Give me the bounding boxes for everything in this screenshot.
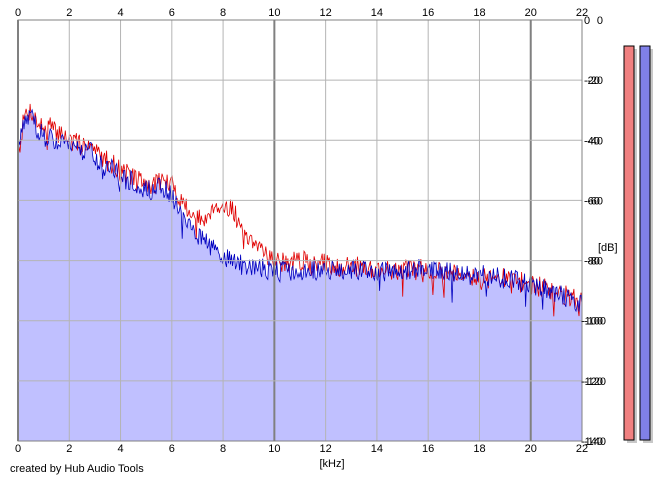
y-tick-label-meter: -100 bbox=[581, 316, 603, 328]
y-tick-label-meter: -60 bbox=[587, 195, 603, 207]
y-tick-label-right: 0 bbox=[584, 15, 590, 27]
level-meter-2 bbox=[639, 45, 651, 441]
x-tick-label-bottom: 18 bbox=[473, 443, 485, 455]
x-tick-label-bottom: 22 bbox=[576, 443, 588, 455]
x-tick-label-top: 22 bbox=[576, 7, 588, 19]
y-tick-labels-right: 0 -20 -40 -60 -80 -100 -120 -140 bbox=[584, 15, 606, 448]
x-tick-label-bottom: 4 bbox=[117, 443, 123, 455]
x-tick-labels-bottom: 0 2 4 6 8 10 12 14 16 18 20 22 bbox=[15, 443, 588, 455]
x-tick-label-top: 18 bbox=[473, 7, 485, 19]
x-tick-label-top: 8 bbox=[220, 7, 226, 19]
x-tick-label-bottom: 8 bbox=[220, 443, 226, 455]
x-tick-label-bottom: 20 bbox=[525, 443, 537, 455]
y-tick-labels-meter: 0 -20 -40 -60 -80 -100 -120 -140 bbox=[581, 15, 603, 448]
credit-text: created by Hub Audio Tools bbox=[10, 463, 144, 475]
x-tick-labels-top: 0 2 4 6 8 10 12 14 16 18 20 22 bbox=[15, 7, 588, 19]
y-tick-label-meter: -80 bbox=[587, 256, 603, 268]
series-line-2 bbox=[17, 108, 583, 313]
y-tick-label-right: -80 bbox=[584, 256, 600, 268]
x-tick-label-top: 4 bbox=[117, 7, 123, 19]
x-tick-label-top: 20 bbox=[525, 7, 537, 19]
y-tick-label-meter: -40 bbox=[587, 135, 603, 147]
y-tick-label-right: -20 bbox=[584, 75, 600, 87]
x-tick-label-top: 10 bbox=[268, 7, 280, 19]
series-area-2 bbox=[18, 109, 582, 442]
x-tick-label-top: 16 bbox=[422, 7, 434, 19]
x-tick-label-bottom: 6 bbox=[169, 443, 175, 455]
level-meter-1 bbox=[623, 45, 635, 441]
y-axis-label: [dB] bbox=[598, 242, 618, 254]
y-tick-label-meter: -140 bbox=[581, 436, 603, 448]
chart-grid bbox=[17, 19, 583, 442]
x-tick-label-top: 2 bbox=[66, 7, 72, 19]
y-tick-label-meter: 0 bbox=[597, 15, 603, 27]
x-tick-label-top: 0 bbox=[15, 7, 21, 19]
level-meters bbox=[623, 45, 653, 443]
x-axis-label: [kHz] bbox=[319, 458, 344, 470]
y-tick-label-right: -120 bbox=[584, 376, 606, 388]
x-tick-label-top: 12 bbox=[320, 7, 332, 19]
x-tick-label-bottom: 2 bbox=[66, 443, 72, 455]
x-tick-label-top: 6 bbox=[169, 7, 175, 19]
x-tick-label-bottom: 16 bbox=[422, 443, 434, 455]
x-tick-label-bottom: 14 bbox=[371, 443, 383, 455]
y-tick-label-right: -100 bbox=[584, 316, 606, 328]
x-tick-label-top: 14 bbox=[371, 7, 383, 19]
y-tick-label-right: -140 bbox=[584, 436, 606, 448]
y-tick-label-meter: -20 bbox=[587, 75, 603, 87]
plot-frame bbox=[17, 19, 583, 442]
y-tick-label-right: -40 bbox=[584, 135, 600, 147]
spectrum-series bbox=[17, 103, 583, 442]
y-tick-label-meter: -120 bbox=[581, 376, 603, 388]
x-tick-label-bottom: 10 bbox=[268, 443, 280, 455]
y-tick-label-right: -60 bbox=[584, 195, 600, 207]
x-tick-label-bottom: 12 bbox=[320, 443, 332, 455]
x-tick-label-bottom: 0 bbox=[15, 443, 21, 455]
